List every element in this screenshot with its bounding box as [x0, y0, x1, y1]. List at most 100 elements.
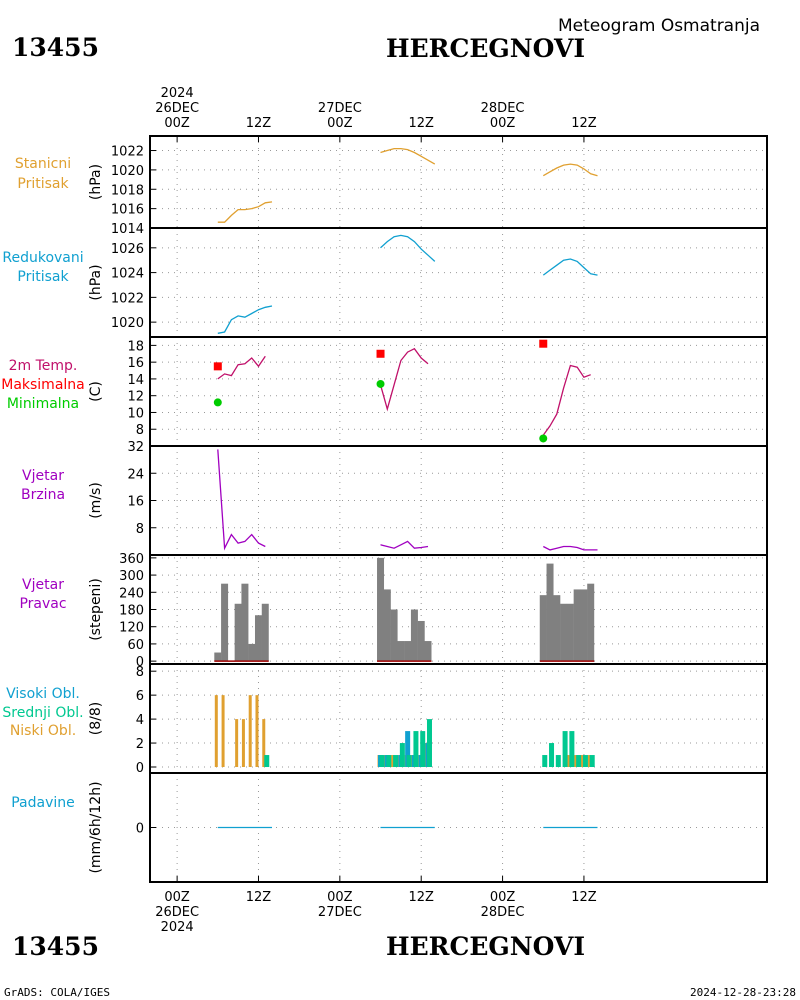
- panel-wind_speed: 8 16 24 32 (m/s) Vjetar Brzina: [21, 440, 768, 556]
- series-line: [543, 545, 598, 551]
- series-line: [217, 355, 266, 380]
- ytick-label: 8: [136, 522, 144, 537]
- time-label: 12Z: [571, 116, 597, 131]
- tmin-marker: [213, 398, 222, 407]
- direction-bar: [417, 620, 425, 662]
- time-label: 00Z: [164, 116, 190, 131]
- variable-label: Pritisak: [17, 176, 69, 192]
- variable-label: Maksimalna: [1, 377, 85, 393]
- variable-label: Minimalna: [7, 396, 79, 412]
- tmax-marker: [213, 362, 222, 371]
- ylabel: (8/8): [88, 702, 104, 735]
- time-label: 27DEC: [318, 101, 362, 116]
- ytick-label: 60: [127, 638, 144, 653]
- panel-frame: [149, 336, 768, 447]
- tmin-marker: [539, 434, 548, 443]
- ytick-label: 1020: [111, 164, 144, 179]
- direction-bar: [587, 583, 595, 662]
- variable-label: Vjetar: [22, 468, 64, 484]
- cloud-bar: [248, 695, 252, 768]
- time-label: 26DEC: [155, 101, 199, 116]
- ytick-label: 2: [136, 737, 144, 752]
- ylabel: (m/s): [88, 482, 104, 519]
- cloud-bar: [542, 755, 548, 768]
- cloud-bar: [420, 731, 426, 768]
- variable-label: Visoki Obl.: [6, 686, 80, 702]
- direction-bar: [546, 563, 554, 662]
- cloud-bar: [580, 755, 584, 768]
- cloud-bar: [587, 755, 591, 768]
- ytick-label: 16: [127, 495, 144, 510]
- panel-cloud_cover: 0 2 4 6 8 (8/8) Visoki Obl. Srednji Obl. Niski O…: [2, 663, 768, 776]
- credit-text: GrADS: COLA/IGES: [4, 986, 110, 999]
- cloud-bar: [262, 719, 266, 768]
- ytick-label: 1020: [111, 316, 144, 331]
- ytick-label: 240: [119, 586, 144, 601]
- tmax-marker: [539, 339, 548, 348]
- series-line: [217, 201, 273, 223]
- ytick-label: 6: [136, 689, 144, 704]
- ytick-label: 0: [136, 822, 144, 837]
- ytick-label: 300: [119, 569, 144, 584]
- direction-bar: [390, 609, 398, 662]
- tmax-marker: [376, 349, 385, 358]
- cloud-bar: [214, 695, 218, 768]
- ytick-label: 8: [136, 665, 144, 680]
- direction-bar: [397, 641, 405, 662]
- ytick-label: 1014: [111, 222, 144, 237]
- direction-bar: [241, 583, 249, 662]
- direction-bar: [560, 603, 568, 662]
- ytick-label: 24: [127, 467, 144, 482]
- variable-label: Redukovani: [2, 250, 83, 266]
- time-label: 12Z: [408, 116, 434, 131]
- cloud-bar: [582, 755, 588, 768]
- station-name-top: HERCEGNOVI: [386, 34, 585, 63]
- direction-bar: [221, 583, 229, 662]
- time-label: 12Z: [246, 116, 272, 131]
- direction-bar: [566, 603, 574, 662]
- variable-label: Pritisak: [17, 269, 69, 285]
- cloud-bar: [589, 755, 595, 768]
- direction-bar: [410, 609, 418, 662]
- series-line: [380, 147, 436, 165]
- cloud-bar: [574, 755, 578, 768]
- time-label: 28DEC: [481, 101, 525, 116]
- ylabel: (mm/6h/12h): [88, 781, 104, 873]
- cloud-bar: [562, 731, 568, 768]
- meteogram-title: Meteogram Osmatranja: [558, 16, 760, 36]
- time-label: 00Z: [490, 890, 516, 905]
- variable-label: Pravac: [19, 596, 66, 612]
- panel-frame: [149, 227, 768, 338]
- cloud-bar: [569, 731, 575, 768]
- cloud-bar: [426, 719, 432, 768]
- variable-label: Padavine: [11, 795, 75, 811]
- variable-label: Stanicni: [15, 156, 71, 172]
- ytick-label: 14: [127, 373, 144, 388]
- series-line: [217, 305, 273, 334]
- variable-label: Niski Obl.: [10, 723, 76, 739]
- ytick-label: 0: [136, 761, 144, 776]
- cloud-bar: [379, 755, 385, 768]
- ytick-label: 12: [127, 390, 144, 405]
- ytick-label: 180: [119, 604, 144, 619]
- direction-bar: [573, 589, 581, 662]
- station-name-bottom: HERCEGNOVI: [386, 932, 585, 961]
- cloud-bar: [264, 755, 270, 768]
- ylabel: (stepeni): [88, 578, 104, 641]
- time-label: 12Z: [408, 890, 434, 905]
- panel-frame: [149, 135, 768, 229]
- ytick-label: 8: [136, 423, 144, 438]
- panel-station_pressure: 1014 1016 1018 1020 1022 (hPa) Stanicni Pritisa…: [15, 135, 768, 237]
- cloud-bar: [399, 743, 405, 768]
- ytick-label: 1018: [111, 183, 144, 198]
- ytick-label: 1026: [111, 242, 144, 257]
- panel-reduced_pressure: 1020 1022 1024 1026 (hPa) Redukovani Pritisak: [2, 227, 768, 338]
- ytick-label: 1024: [111, 267, 144, 282]
- cloud-bar: [386, 755, 392, 768]
- station-id-top: 13455: [12, 33, 99, 62]
- cloud-bar: [241, 719, 245, 768]
- time-label: 2024: [161, 920, 194, 935]
- ylabel: (C): [88, 381, 104, 402]
